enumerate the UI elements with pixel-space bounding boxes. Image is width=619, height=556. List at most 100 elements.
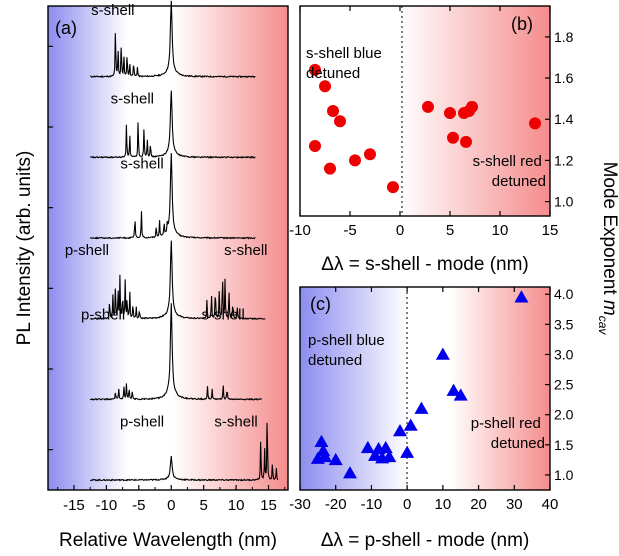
- spectrum-line: [89, 0, 256, 79]
- panel-c-frame: [299, 286, 551, 491]
- data-point: [309, 63, 321, 76]
- panel-b-x-tick-label: 5: [446, 222, 454, 239]
- panel-b-annotation-red: s-shell red detuned: [473, 153, 546, 190]
- panel-a-x-tick-label: 10: [228, 497, 245, 514]
- panel-c-x-tick-label: -10: [361, 496, 383, 513]
- data-point: [393, 423, 407, 437]
- spectrum-label: s-shell: [201, 307, 244, 324]
- panel-a-x-ticks: -15 -10 -5 0 5 10 15: [57, 485, 286, 514]
- data-point: [319, 80, 331, 93]
- panel-c-y-ticks: 1.0 1.5 2.0 2.5 3.0 3.5 4.0: [545, 286, 574, 483]
- data-point: [343, 466, 357, 479]
- panel-a-x-axis-label: Relative Wavelength (nm): [59, 530, 277, 551]
- data-point: [327, 105, 339, 117]
- panel-b-x-axis-label: Δλ = s-shell - mode (nm): [321, 254, 529, 275]
- spectrum-line: [89, 303, 262, 401]
- data-point: [514, 290, 529, 303]
- panel-b-y-tick-label: 1.4: [554, 111, 574, 127]
- spectrum-line: [89, 152, 256, 240]
- spectrum-label: s-shell: [111, 91, 154, 108]
- panel-c-x-axis-label: Δλ = p-shell - mode (nm): [321, 530, 530, 551]
- data-point: [435, 347, 450, 360]
- data-point: [309, 140, 321, 152]
- data-point: [460, 135, 472, 148]
- panel-b-x-tick-label: 0: [396, 222, 404, 239]
- panel-c-x-tick-label: -30: [289, 496, 311, 513]
- spectrum-label: s-shell: [214, 413, 257, 430]
- data-point: [447, 131, 459, 144]
- data-point: [360, 440, 375, 454]
- panel-a-y-ticks: [48, 45, 53, 451]
- panel-c-x-tick-label: 30: [506, 496, 523, 513]
- panel-b-points: [309, 63, 541, 194]
- spectrum-label: p-shell: [120, 413, 164, 430]
- panel-a-x-tick-label: -15: [63, 497, 85, 514]
- data-point: [400, 445, 415, 458]
- panel-b-label: (b): [511, 14, 533, 34]
- data-point: [314, 434, 329, 448]
- panel-b-annotation-red-line2: detuned: [492, 173, 546, 190]
- data-point: [414, 401, 429, 414]
- spectrum-line: [90, 240, 266, 321]
- panel-a-frame: [47, 5, 289, 491]
- panel-c-y-tick-label: 2.5: [554, 377, 574, 393]
- data-point: [463, 105, 475, 117]
- panel-c-y-tick-label: 1.0: [554, 467, 574, 483]
- panel-b: -10 -5 0 5 10 15 1.0 1.2 1.4 1.6 1.8 (b) s-shell …: [289, 5, 574, 275]
- panel-c-x-tick-label: 20: [470, 496, 487, 513]
- panel-a-x-tick-label: -10: [96, 497, 118, 514]
- panel-a-x-tick-label: 5: [200, 497, 208, 514]
- panel-b-y-tick-label: 1.6: [554, 70, 574, 86]
- panel-c-y-tick-label: 3.5: [554, 316, 574, 332]
- data-point: [382, 449, 397, 463]
- spectrum-label: p-shell: [81, 307, 125, 324]
- panel-b-x-tick-label: -5: [343, 222, 356, 239]
- spectrum-label: s-shell: [91, 2, 134, 19]
- panel-c-y-tick-label: 2.0: [554, 407, 574, 423]
- data-point: [446, 383, 461, 396]
- panel-b-x-tick-label: 15: [542, 222, 559, 239]
- panel-c-y-tick-label: 3.0: [554, 346, 574, 362]
- right-y-axis-label: Mode Exponent mcav: [596, 162, 619, 336]
- spectrum-2: s-shell: [89, 90, 256, 159]
- panel-b-x-tick-label: -10: [289, 222, 311, 239]
- right-y-axis-label-sub: cav: [596, 316, 610, 336]
- data-point: [387, 181, 399, 194]
- panel-c-x-tick-label: -20: [325, 496, 347, 513]
- right-y-axis-label-m: m: [599, 300, 619, 316]
- panel-c-annotation-blue-line2: detuned: [308, 352, 362, 369]
- spectrum-5: p-shell s-shell: [81, 303, 262, 401]
- data-point: [349, 154, 361, 167]
- spectrum-3: s-shell: [89, 152, 256, 240]
- panel-a-x-tick-label: -5: [132, 497, 145, 514]
- panel-c-label: (c): [310, 294, 331, 314]
- data-point: [334, 115, 346, 128]
- data-point: [364, 148, 376, 161]
- spectrum-label: s-shell: [120, 155, 163, 172]
- panel-c-annotation-red-line2: detuned: [491, 435, 545, 452]
- panel-c-y-tick-label: 4.0: [554, 286, 574, 302]
- panel-c-y-tick-label: 1.5: [554, 437, 574, 453]
- panel-a-x-tick-label: 15: [260, 497, 277, 514]
- data-point: [444, 107, 456, 120]
- spectrum-label: p-shell: [65, 242, 109, 259]
- panel-b-annotation-blue-line1: s-shell blue: [306, 45, 382, 62]
- right-y-axis-label-main: Mode Exponent: [599, 162, 619, 300]
- panel-c-annotation-blue: p-shell blue detuned: [308, 332, 389, 369]
- panel-b-annotation-blue: s-shell blue detuned: [306, 45, 386, 82]
- panel-c-x-tick-label: 10: [435, 496, 452, 513]
- panel-b-annotation-red-line1: s-shell red: [473, 153, 542, 170]
- data-point: [453, 388, 468, 401]
- data-point: [403, 418, 418, 431]
- data-point: [422, 100, 434, 113]
- spectrum-4: p-shell s-shell: [65, 240, 268, 321]
- spectrum-label: s-shell: [224, 242, 267, 259]
- data-point: [529, 117, 541, 130]
- panel-b-frame: [299, 5, 551, 217]
- panel-c-x-tick-label: 40: [542, 496, 559, 513]
- panel-b-x-ticks: -10 -5 0 5 10 15: [289, 6, 558, 239]
- panel-c-annotation-red: p-shell red detuned: [471, 415, 545, 452]
